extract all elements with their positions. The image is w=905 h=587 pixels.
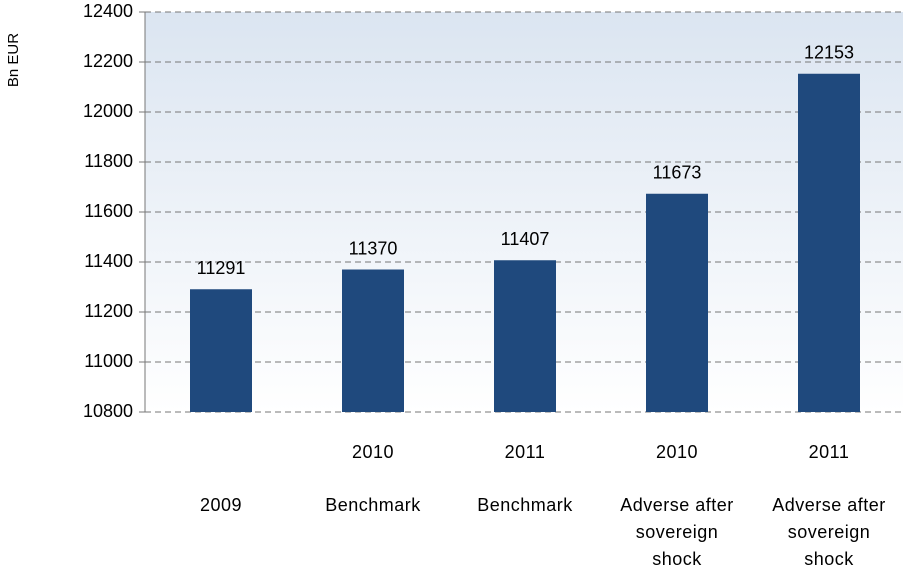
bar (494, 260, 556, 412)
x-tick-label: 2010 (352, 442, 394, 462)
x-tick-label: Benchmark (325, 495, 421, 515)
x-tick-label: sovereign (788, 522, 871, 542)
bar (190, 289, 252, 412)
data-label: 11291 (197, 258, 246, 278)
x-tick-label: shock (652, 549, 702, 569)
x-tick-label: 2011 (809, 442, 850, 462)
y-tick-label: 11600 (84, 201, 133, 221)
y-tick-label: 12000 (83, 101, 133, 121)
x-tick-label: Adverse after (772, 495, 886, 515)
bar (646, 193, 708, 412)
x-tick-label: Adverse after (620, 495, 734, 515)
y-axis-label: Bn EUR (5, 33, 22, 87)
bar (342, 269, 404, 412)
x-tick-label: 2011 (505, 442, 546, 462)
x-tick-label: Benchmark (477, 495, 573, 515)
x-tick-label: sovereign (636, 522, 719, 542)
data-label: 12153 (804, 43, 854, 63)
y-tick-label: 10800 (83, 401, 133, 421)
y-tick-label: 11200 (84, 301, 133, 321)
y-tick-label: 12400 (83, 1, 133, 21)
data-label: 11370 (349, 238, 398, 258)
y-tick-label: 12200 (83, 51, 133, 71)
bar (798, 73, 860, 412)
y-tick-label: 11800 (84, 151, 133, 171)
data-label: 11673 (653, 163, 702, 183)
x-tick-label: 2009 (200, 495, 242, 515)
x-tick-label: shock (804, 549, 854, 569)
y-tick-label: 11400 (84, 251, 133, 271)
x-tick-label: 2010 (656, 442, 698, 462)
y-tick-label: 11000 (84, 351, 133, 371)
data-label: 11407 (501, 229, 550, 249)
